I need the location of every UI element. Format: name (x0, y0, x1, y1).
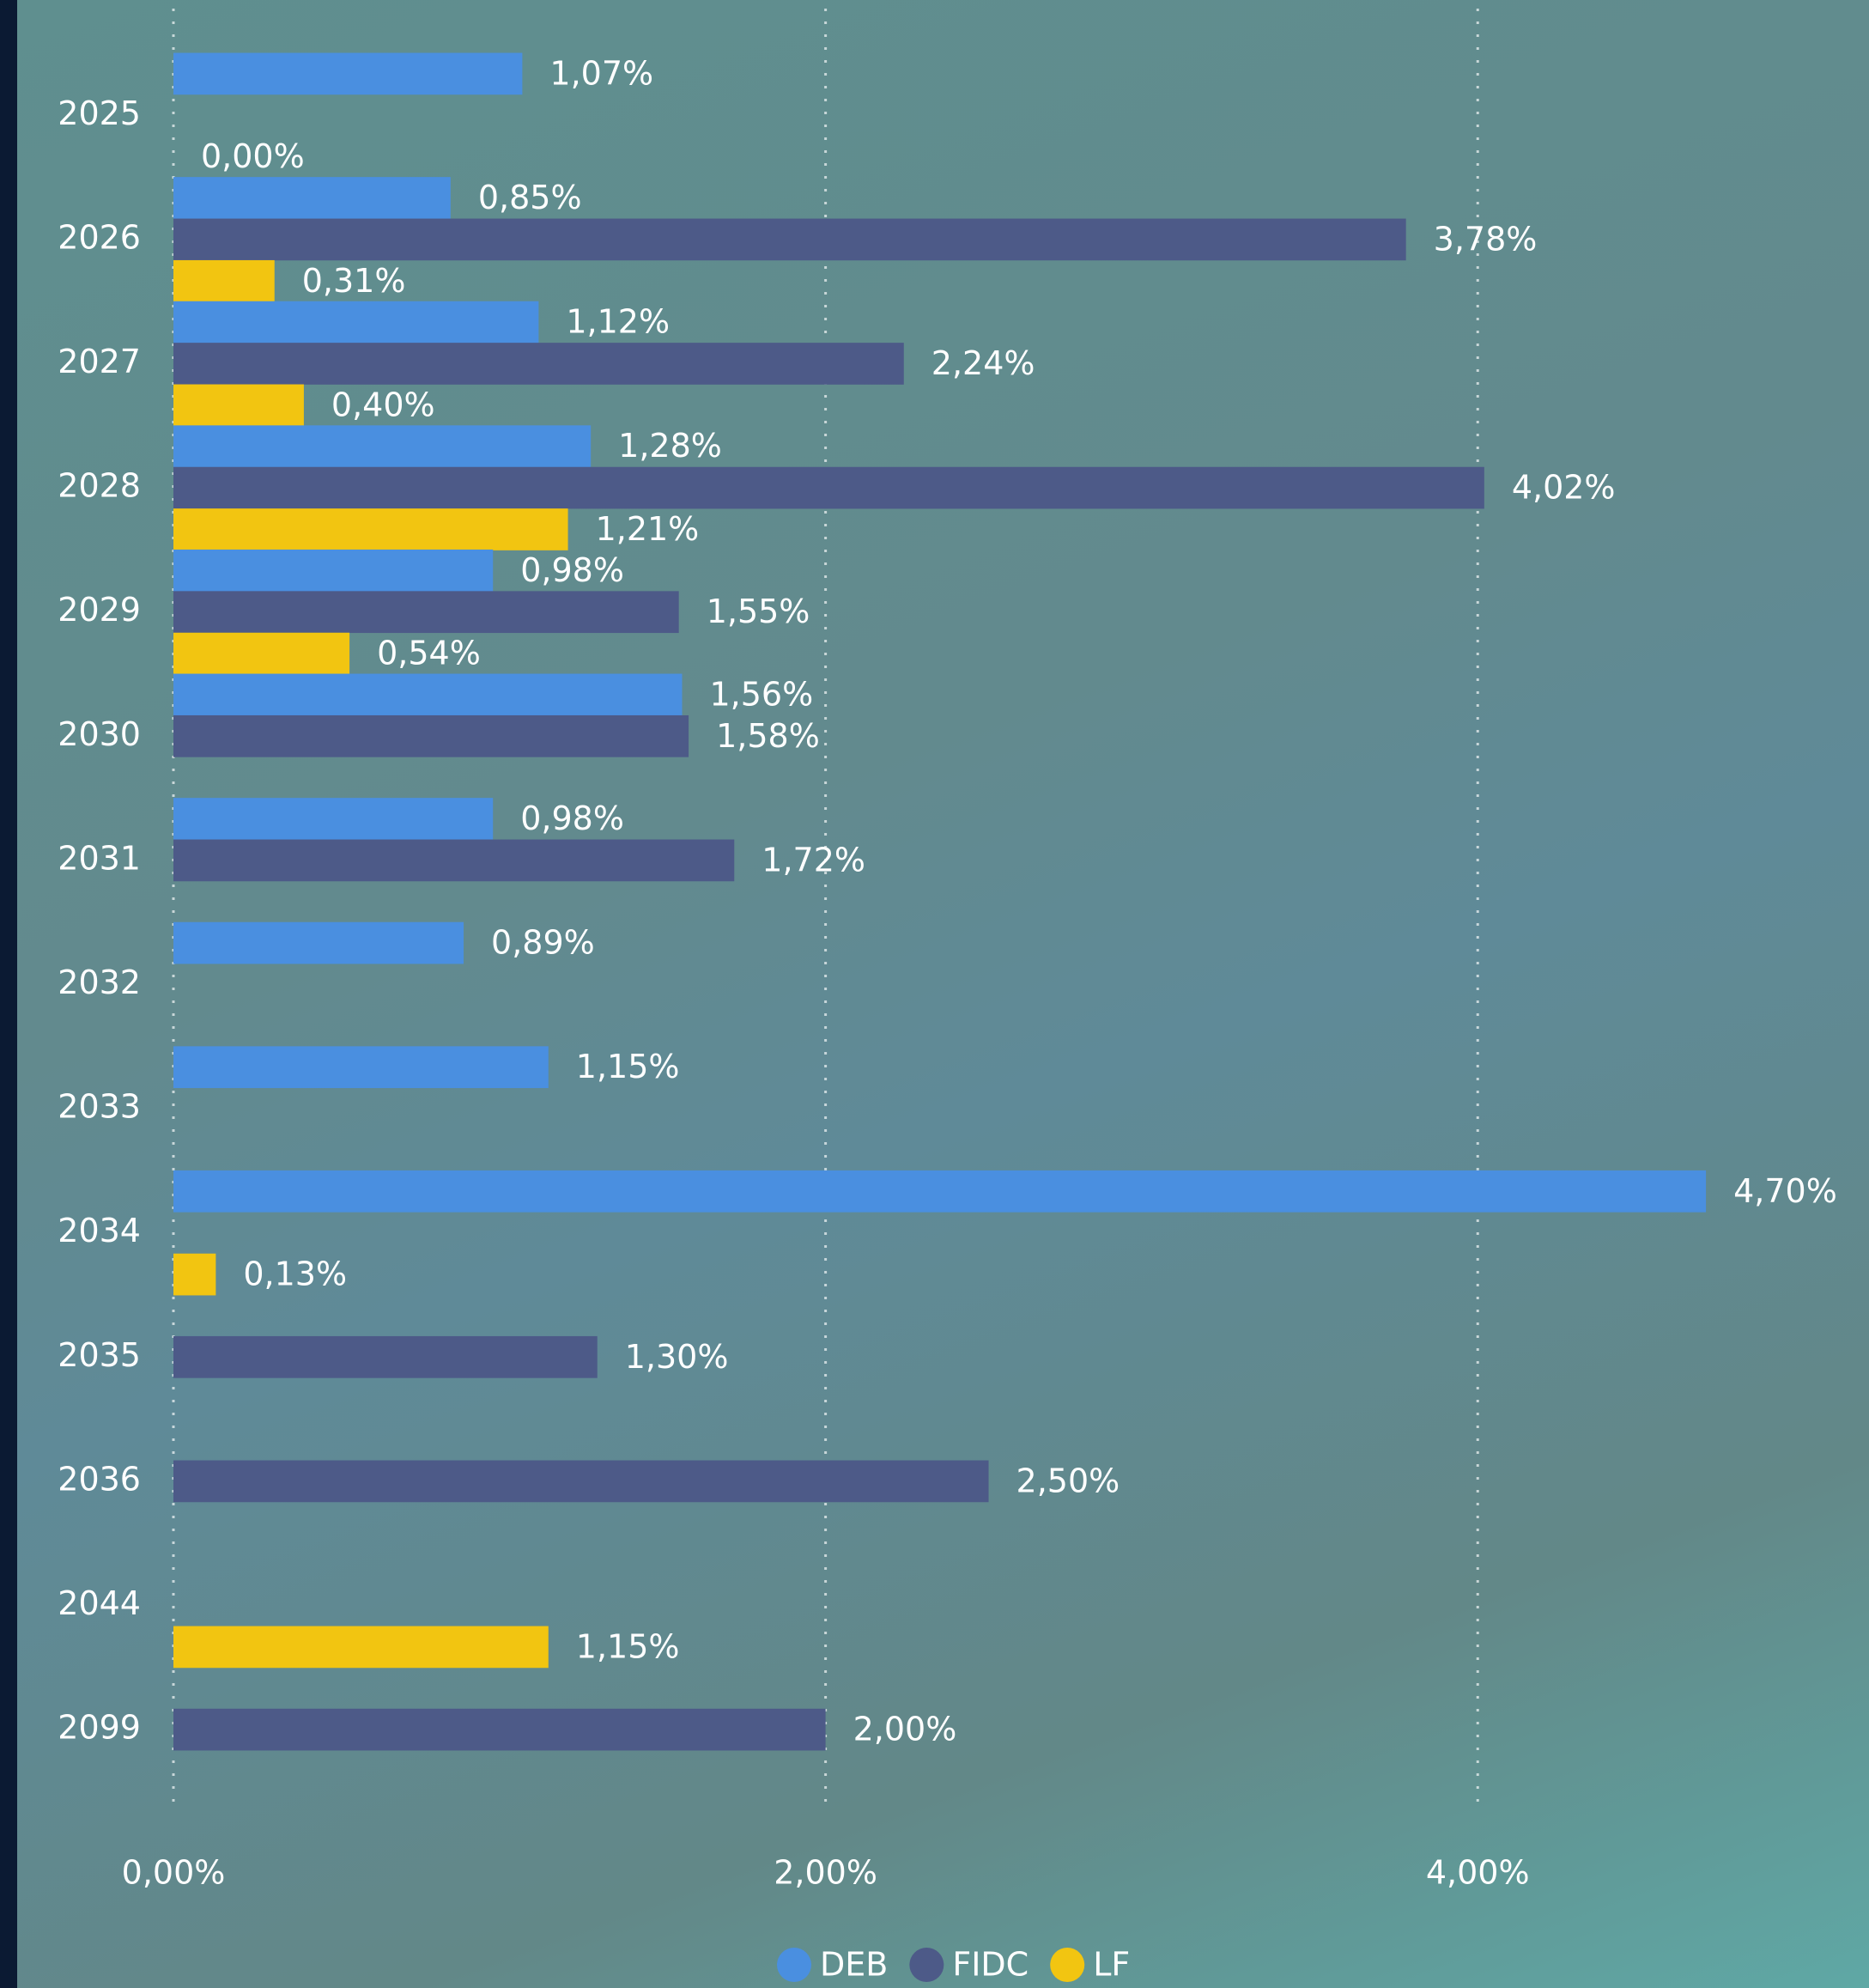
bar (173, 1335, 598, 1378)
value-label: 1,21% (596, 510, 700, 548)
y-tick-label: 2030 (58, 715, 141, 753)
value-label: 0,13% (243, 1255, 347, 1293)
x-tick-label: 4,00% (1426, 1854, 1530, 1892)
value-label: 0,85% (478, 179, 582, 216)
value-label: 1,72% (762, 841, 865, 878)
x-tick-label: 2,00% (774, 1854, 877, 1892)
legend-marker (777, 1948, 811, 1982)
value-label: 4,02% (1512, 469, 1616, 507)
bar (173, 591, 679, 634)
x-tick-label: 0,00% (122, 1854, 226, 1892)
value-label: 1,12% (566, 303, 670, 341)
bar (173, 259, 275, 302)
y-tick-label: 2027 (58, 343, 141, 380)
value-label: 1,55% (707, 593, 810, 630)
value-label: 0,98% (520, 799, 624, 837)
value-label: 3,78% (1434, 220, 1538, 258)
value-label: 0,00% (201, 137, 305, 175)
y-tick-label: 2034 (58, 1212, 141, 1249)
legend-marker (909, 1948, 944, 1982)
value-label: 1,56% (710, 675, 814, 713)
y-tick-label: 2036 (58, 1460, 141, 1498)
bar (173, 1253, 216, 1296)
y-tick-label: 2029 (58, 591, 141, 629)
value-label: 1,58% (716, 717, 820, 755)
bar (173, 921, 464, 964)
value-label: 0,89% (491, 924, 595, 962)
bar (173, 425, 592, 468)
bar (173, 1626, 549, 1669)
bar (173, 466, 1484, 509)
bar (173, 673, 683, 716)
value-label: 0,40% (331, 386, 435, 423)
bar (173, 1046, 549, 1089)
value-label: 2,50% (1016, 1462, 1120, 1499)
legend-label: LF (1093, 1946, 1130, 1984)
bar (173, 52, 523, 95)
value-label: 1,15% (576, 1048, 680, 1085)
y-tick-label: 2099 (58, 1709, 141, 1747)
value-label: 1,07% (549, 54, 653, 92)
y-tick-label: 2035 (58, 1336, 141, 1374)
bar (173, 839, 735, 882)
y-tick-label: 2031 (58, 839, 141, 877)
legend-label: FIDC (952, 1946, 1029, 1984)
bar (173, 301, 539, 343)
bar (173, 632, 350, 675)
bar (173, 1170, 1707, 1213)
bar (173, 714, 689, 757)
legend-marker (1050, 1948, 1085, 1982)
y-tick-label: 2033 (58, 1088, 141, 1126)
bar (173, 218, 1406, 261)
bar (173, 798, 494, 840)
value-label: 4,70% (1733, 1172, 1837, 1210)
value-label: 0,98% (520, 551, 624, 589)
y-tick-label: 2032 (58, 964, 141, 1001)
bar (173, 177, 451, 219)
value-label: 2,00% (853, 1711, 957, 1748)
value-label: 0,54% (377, 635, 481, 672)
legend-label: DEB (820, 1946, 888, 1984)
bar (173, 1460, 989, 1503)
value-label: 0,31% (302, 262, 406, 300)
bar (173, 1708, 826, 1751)
y-tick-label: 2026 (58, 218, 141, 256)
value-label: 1,30% (625, 1338, 729, 1376)
y-tick-label: 2028 (58, 467, 141, 505)
bar (173, 384, 304, 427)
bar (173, 508, 568, 550)
side-stripe (0, 0, 17, 1988)
value-label: 1,28% (618, 427, 722, 465)
value-label: 2,24% (931, 344, 1035, 382)
y-tick-label: 2025 (58, 94, 141, 132)
bar (173, 549, 494, 592)
y-tick-label: 2044 (58, 1584, 141, 1622)
value-label: 1,15% (576, 1627, 680, 1665)
bar (173, 343, 904, 385)
